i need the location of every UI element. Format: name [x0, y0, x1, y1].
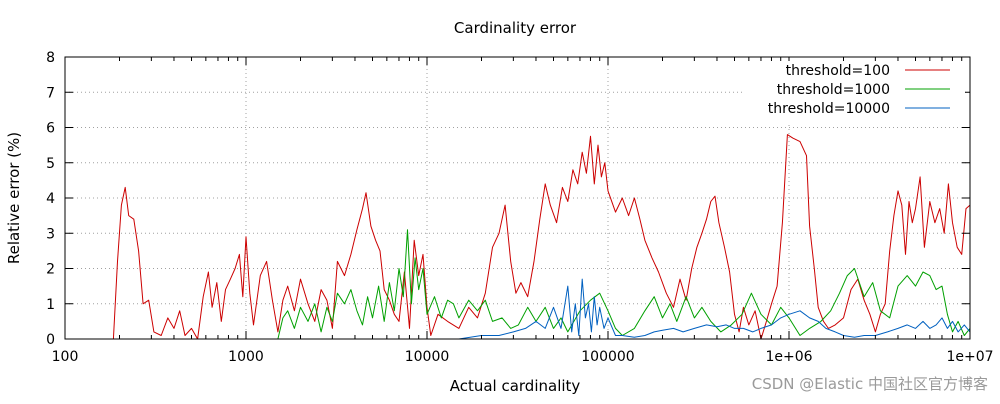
- y-tick-label: 3: [46, 226, 55, 242]
- legend: threshold=100 threshold=1000 threshold=100…: [745, 61, 965, 123]
- series-line-2: [277, 229, 971, 340]
- y-tick-label: 1: [46, 297, 55, 313]
- legend-label: threshold=100: [786, 63, 890, 79]
- x-tick-label: 10000: [405, 349, 450, 365]
- chart-title: Cardinality error: [454, 19, 577, 37]
- grid: [65, 57, 970, 339]
- y-tick-label: 8: [46, 50, 55, 66]
- legend-label: threshold=10000: [768, 101, 890, 117]
- x-axis-label: Actual cardinality: [450, 377, 581, 395]
- x-tick-label: 1000: [228, 349, 264, 365]
- y-tick-label: 0: [46, 332, 55, 348]
- y-tick-label: 2: [46, 262, 55, 278]
- y-tick-label: 7: [46, 85, 55, 101]
- y-tick-label: 5: [46, 156, 55, 172]
- ticks: 0 1 2 3 4 5 6 7 8 100 1000 10000 100000 1e+06 1e+07: [46, 50, 993, 365]
- series-line-3: [458, 278, 971, 340]
- series-layer: [112, 134, 971, 340]
- legend-label: threshold=1000: [777, 82, 890, 98]
- x-tick-label: 100: [52, 349, 79, 365]
- y-axis-label: Relative error (%): [5, 132, 23, 264]
- x-tick-label: 1e+07: [946, 349, 993, 365]
- y-tick-label: 6: [46, 121, 55, 137]
- y-tick-label: 4: [46, 191, 55, 207]
- x-tick-label: 1e+06: [765, 349, 812, 365]
- watermark-text: CSDN @Elastic 中国社区官方博客: [751, 375, 988, 393]
- x-tick-label: 100000: [581, 349, 634, 365]
- series-line-1: [112, 134, 971, 340]
- legend-background: [745, 61, 965, 123]
